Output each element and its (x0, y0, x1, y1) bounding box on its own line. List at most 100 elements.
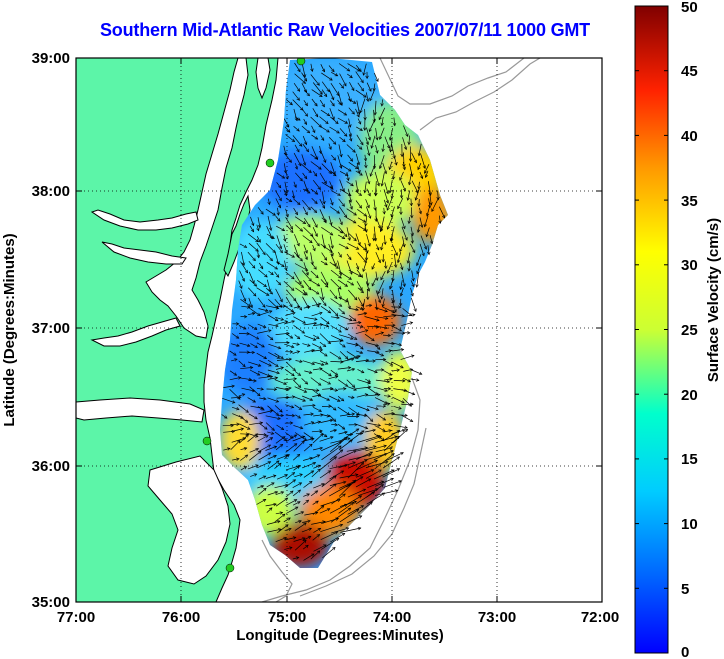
velocity-arrow-head (402, 166, 406, 171)
velocity-arrow-head (283, 536, 287, 541)
velocity-arrow-head (243, 244, 248, 248)
velocity-arrow (285, 99, 293, 106)
velocity-arrow-head (344, 503, 348, 507)
velocity-arrow-head (303, 175, 308, 180)
velocity-arrow-head (269, 409, 274, 413)
velocity-arrow (303, 306, 311, 309)
velocity-arrow-head (390, 213, 394, 218)
velocity-arrow-head (358, 515, 363, 519)
velocity-arrow (392, 342, 402, 346)
velocity-arrow (338, 198, 345, 207)
velocity-arrow (311, 217, 318, 228)
velocity-arrow (387, 215, 394, 230)
velocity-arrow (348, 289, 358, 301)
velocity-arrow (331, 423, 338, 426)
velocity-arrow (339, 73, 347, 87)
velocity-arrow (410, 280, 415, 287)
velocity-arrow (349, 82, 355, 91)
velocity-arrow-head (387, 145, 391, 149)
velocity-arrow (383, 199, 388, 208)
velocity-arrow-head (323, 257, 328, 261)
velocity-arrow-head (370, 145, 374, 149)
velocity-arrow-head (326, 112, 331, 117)
velocity-arrow (346, 260, 353, 275)
velocity-arrow-head (377, 393, 381, 397)
velocity-arrow (312, 170, 318, 177)
velocity-arrow-head (347, 237, 351, 241)
velocity-arrow (376, 413, 386, 421)
velocity-arrow-head (375, 78, 379, 82)
velocity-arrow (365, 469, 382, 479)
velocity-arrow (320, 243, 333, 253)
velocity-arrow (319, 508, 331, 514)
velocity-arrow (311, 312, 323, 317)
velocity-arrow (222, 397, 236, 404)
velocity-arrow (319, 333, 331, 344)
velocity-arrow-head (298, 280, 302, 285)
velocity-arrow (374, 332, 384, 336)
velocity-arrow-head (359, 274, 363, 278)
velocity-arrow (401, 226, 408, 241)
velocity-arrow (337, 279, 348, 287)
velocity-arrow (283, 280, 295, 291)
velocity-arrow (411, 270, 414, 281)
velocity-arrow-head (303, 539, 307, 544)
velocity-arrow (286, 472, 295, 480)
velocity-arrow (355, 71, 364, 83)
velocity-arrow-head (404, 237, 408, 241)
velocity-arrow (319, 145, 322, 154)
velocity-arrow (267, 334, 274, 341)
velocity-arrow (258, 488, 267, 495)
velocity-arrow-head (384, 203, 388, 208)
velocity-arrow-head (320, 433, 324, 437)
y-tick-label: 36:00 (32, 458, 70, 475)
velocity-arrow-head (363, 247, 367, 251)
velocity-arrow (283, 244, 288, 254)
velocity-arrow (382, 468, 400, 478)
velocity-arrow-head (421, 252, 425, 257)
velocity-arrow (359, 98, 366, 113)
velocity-arrow-head (351, 384, 356, 388)
velocity-arrow (366, 288, 369, 300)
velocity-arrow (426, 227, 430, 237)
velocity-arrow-head (291, 195, 296, 199)
velocity-arrow-head (353, 296, 358, 301)
velocity-arrow-head (300, 284, 305, 288)
velocity-arrow-head (282, 304, 287, 308)
velocity-arrow-head (306, 129, 311, 134)
velocity-arrow (338, 251, 342, 258)
velocity-arrow (339, 480, 356, 489)
velocity-arrow (249, 333, 259, 340)
velocity-arrow (365, 436, 382, 443)
velocity-arrow (392, 428, 408, 444)
velocity-arrow-head (292, 367, 296, 372)
velocity-arrow-head (291, 372, 295, 377)
velocity-arrow (274, 316, 284, 321)
velocity-arrow (320, 271, 329, 286)
velocity-arrow-head (364, 229, 368, 233)
velocity-arrow-head (417, 166, 421, 171)
velocity-arrow (383, 235, 386, 245)
velocity-arrow-head (323, 218, 327, 223)
velocity-arrow-head (326, 129, 330, 133)
velocity-arrow (338, 63, 350, 72)
velocity-arrow (337, 388, 347, 390)
velocity-arrow (238, 393, 245, 397)
velocity-arrow-head (312, 461, 317, 466)
velocity-arrow (355, 180, 359, 193)
velocity-arrow (250, 216, 254, 226)
velocity-arrow (407, 252, 411, 264)
velocity-arrow (355, 359, 369, 362)
velocity-arrow (329, 261, 339, 269)
velocity-arrow-head (328, 373, 332, 377)
y-tick-label: 38:00 (32, 183, 70, 200)
pamlico-sound (147, 455, 231, 585)
velocity-arrow-head (313, 173, 318, 177)
velocity-arrow (339, 509, 359, 523)
radar-station (265, 158, 275, 168)
velocity-arrow-head (299, 473, 303, 477)
velocity-arrow-head (339, 523, 344, 528)
velocity-arrow (256, 242, 266, 255)
velocity-arrow (339, 82, 344, 89)
velocity-arrow-head (291, 472, 296, 476)
